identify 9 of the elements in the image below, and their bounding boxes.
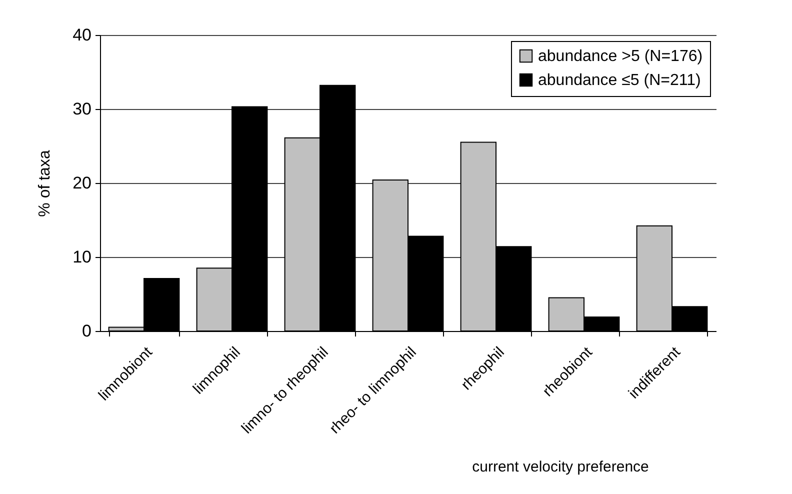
legend-label: abundance ≤5 (N=211) [538, 72, 701, 89]
y-tick-label: 20 [72, 174, 92, 192]
legend-label: abundance >5 (N=176) [538, 48, 703, 65]
x-axis-title: current velocity preference [472, 458, 649, 476]
y-axis-title: % of taxa [36, 150, 54, 217]
y-tick-label: 30 [72, 100, 92, 118]
y-tick-label: 40 [72, 26, 92, 44]
y-tick-label: 0 [82, 322, 92, 340]
y-tick-label: 10 [72, 248, 92, 266]
